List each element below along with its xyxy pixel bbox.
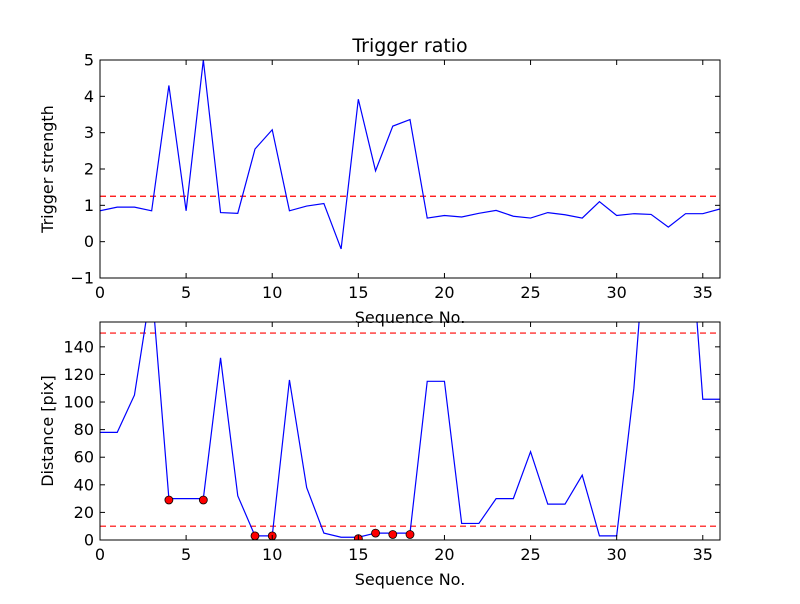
x-tick-label: 25 [520,545,540,564]
x-tick-label: 15 [348,283,368,302]
x-axis-label: Sequence No. [355,570,466,589]
y-tick-label: 100 [63,393,94,412]
y-tick-label: 0 [84,531,94,550]
x-tick-label: 15 [348,545,368,564]
y-tick-label: 1 [84,196,94,215]
distance-panel: 0 5 10 15 20 25 30 35 0 20 40 60 80 100 120 140 Sequence… [38,321,721,589]
data-point [371,528,380,538]
x-tick-label: 0 [95,545,105,564]
data-point [198,495,208,505]
axes-frame [99,59,721,279]
x-tick-label: 35 [693,283,713,302]
y-tick-label: 20 [74,503,94,522]
plot-area [100,60,720,250]
y-tick-label: 0 [84,232,94,251]
x-axis-label: Sequence No. [355,308,466,327]
y-tick-label: 3 [84,123,94,142]
y-tick-label: −1 [70,269,94,288]
y-tick-label: 120 [63,365,94,384]
y-tick-label: 5 [84,51,94,70]
data-point [164,495,174,505]
y-tick-label: 60 [74,448,94,467]
y-axis-label: Trigger strength [38,105,57,234]
data-point [388,530,398,539]
x-tick-label: 20 [434,545,454,564]
x-tick-label: 0 [95,283,105,302]
y-tick-label: 40 [74,475,94,494]
data-point [250,531,260,540]
x-tick-label: 30 [606,283,626,302]
series-line [100,60,720,250]
y-tick-label: 80 [74,420,94,439]
x-tick-label: 30 [606,545,626,564]
x-tick-label: 20 [434,283,454,302]
x-tick-label: 25 [520,283,540,302]
data-point [405,530,415,539]
plot-area [100,322,720,540]
y-axis-label: Distance [pix] [38,375,57,487]
axes-frame [99,321,721,541]
x-tick-label: 10 [262,283,282,302]
y-tick-label: 140 [63,337,94,356]
x-tick-label: 10 [262,545,282,564]
y-tick-label: 2 [84,160,94,179]
x-tick-label: 35 [693,545,713,564]
y-tick-label: 4 [84,87,94,106]
series-line [100,322,720,538]
chart-title: Trigger ratio [351,35,467,57]
x-tick-label: 5 [181,545,191,564]
x-tick-label: 5 [181,283,191,302]
